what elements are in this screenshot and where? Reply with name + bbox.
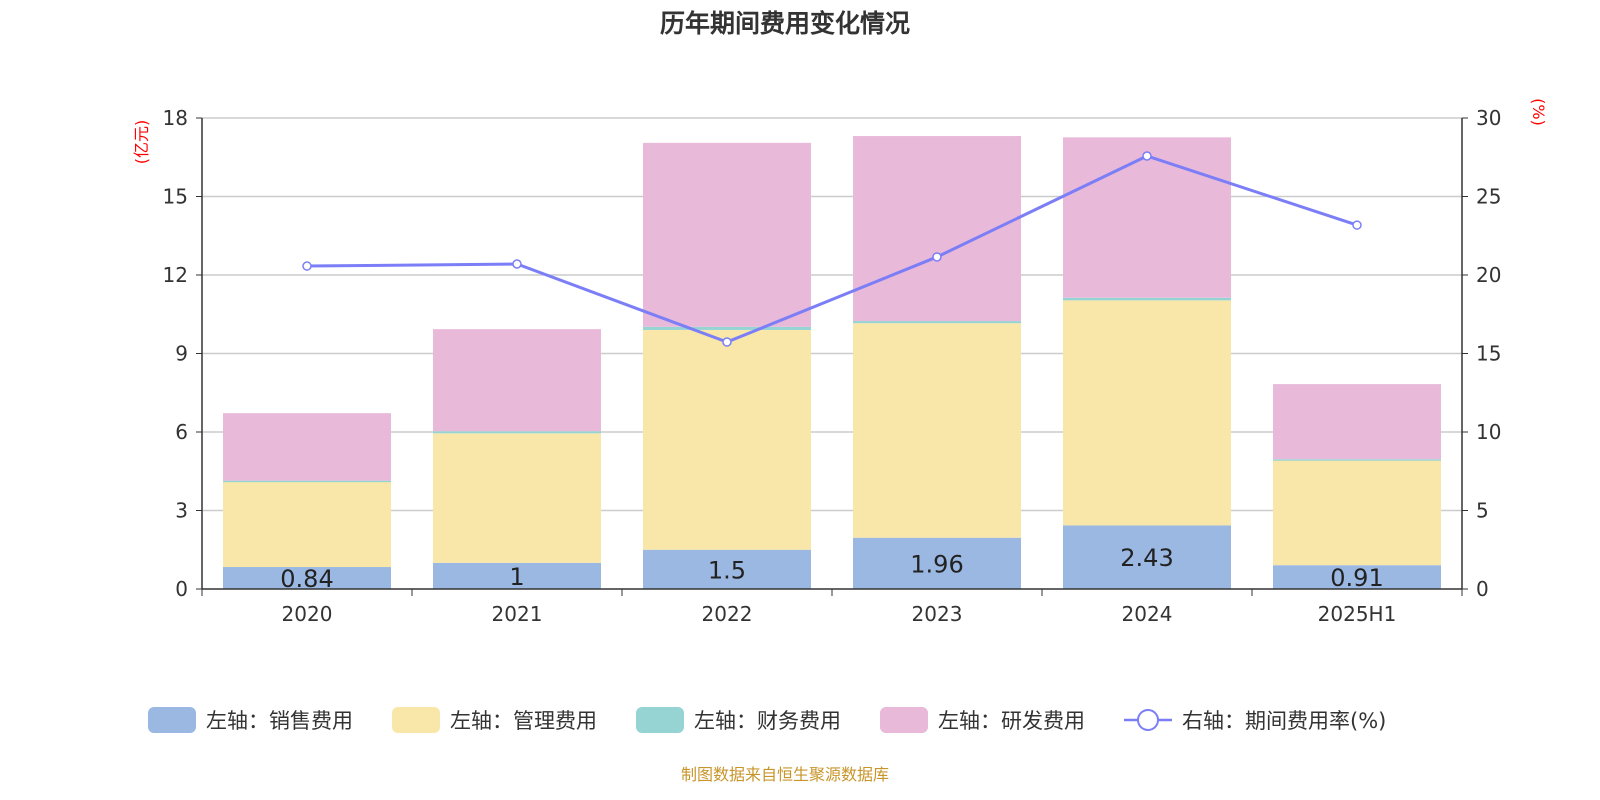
x-tick-label: 2020 [282, 602, 333, 626]
x-tick-label: 2025H1 [1318, 602, 1397, 626]
legend-label: 左轴：管理费用 [450, 709, 597, 733]
bar-data-label: 1.96 [910, 550, 963, 578]
x-tick-label: 2022 [702, 602, 753, 626]
bar-segment [433, 562, 601, 589]
bar-segment [643, 329, 811, 550]
right-tick-label: 5 [1476, 499, 1489, 523]
legend-label: 左轴：研发费用 [938, 709, 1085, 733]
x-tick-label: 2024 [1122, 602, 1173, 626]
left-tick-label: 0 [175, 577, 188, 601]
right-tick-label: 25 [1476, 185, 1501, 209]
bar-segment [1273, 565, 1441, 589]
left-tick-label: 9 [175, 342, 188, 366]
right-axis-unit: (%) [1529, 98, 1548, 126]
right-tick-label: 20 [1476, 263, 1501, 287]
legend-label: 左轴：销售费用 [206, 709, 353, 733]
bar-segment [433, 431, 601, 434]
line-point [1352, 220, 1362, 230]
bar-segment [1273, 384, 1441, 460]
bar-segment [1063, 525, 1231, 589]
bar-segment [853, 323, 1021, 538]
right-tick-label: 10 [1476, 420, 1501, 444]
line-series [306, 154, 1358, 344]
legend-swatch [636, 707, 684, 733]
bar-segment [1063, 297, 1231, 301]
legend-marker [1137, 709, 1159, 731]
bar-segment [223, 567, 391, 589]
legend-swatch [880, 707, 928, 733]
line-point [722, 337, 732, 347]
line-point [302, 261, 312, 271]
line-point [1142, 151, 1152, 161]
legend-swatch [148, 707, 196, 733]
legend-swatch [392, 707, 440, 733]
footer-source: 制图数据来自恒生聚源数据库 [681, 765, 889, 784]
bar-data-label: 0.91 [1330, 564, 1383, 592]
bar-segment [1273, 459, 1441, 461]
bar-segment [643, 326, 811, 330]
left-tick-label: 12 [163, 263, 188, 287]
x-tick-label: 2021 [492, 602, 543, 626]
left-tick-label: 15 [163, 185, 188, 209]
bar-segment [643, 142, 811, 327]
right-tick-label: 0 [1476, 577, 1489, 601]
bar-segment [223, 480, 391, 483]
line-point [512, 259, 522, 269]
left-tick-label: 3 [175, 499, 188, 523]
bar-data-label: 1 [509, 563, 524, 591]
bar-segment [853, 537, 1021, 589]
bar-segment [853, 321, 1021, 324]
legend-label: 右轴：期间费用率(%) [1182, 709, 1386, 733]
left-tick-label: 6 [175, 420, 188, 444]
bar-segment [223, 481, 391, 568]
bar-segment [433, 329, 601, 432]
left-tick-label: 18 [163, 106, 188, 130]
bar-segment [223, 413, 391, 481]
bar-segment [643, 549, 811, 589]
chart-title: 历年期间费用变化情况 [660, 9, 910, 38]
bar-segment [1273, 460, 1441, 566]
bar-data-label: 1.5 [708, 556, 746, 584]
bar-data-label: 2.43 [1120, 544, 1173, 572]
bar-segment [433, 433, 601, 563]
legend-label: 左轴：财务费用 [694, 709, 841, 733]
right-tick-label: 30 [1476, 106, 1501, 130]
bar-segment [1063, 137, 1231, 298]
right-tick-label: 15 [1476, 342, 1501, 366]
x-tick-label: 2023 [912, 602, 963, 626]
line-point [932, 252, 942, 262]
bar-segment [1063, 300, 1231, 526]
left-axis-unit: (亿元) [132, 120, 151, 165]
